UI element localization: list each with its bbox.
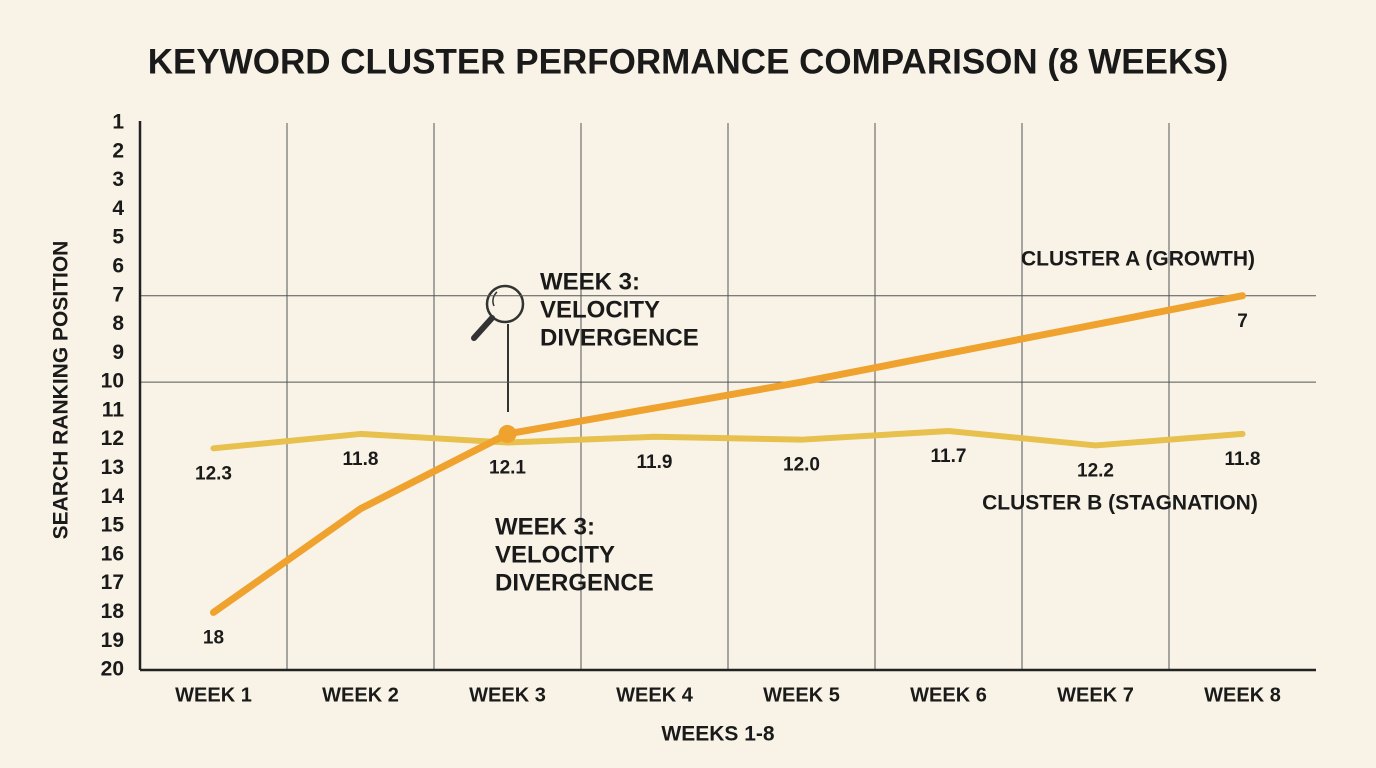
data-label: 7 (1237, 311, 1248, 332)
x-tick-label: WEEK 4 (616, 684, 694, 706)
y-tick-label: 11 (102, 398, 125, 421)
annotation: DIVERGENCE (495, 569, 654, 596)
series-label: CLUSTER B (STAGNATION) (982, 492, 1258, 515)
annotation: VELOCITY (540, 296, 660, 323)
data-label: 11.9 (637, 452, 673, 473)
data-label: 12.0 (783, 455, 820, 476)
annotation: VELOCITY (495, 541, 615, 568)
x-tick-label: WEEK 2 (322, 684, 399, 706)
y-tick-label: 12 (101, 427, 124, 450)
y-tick-label: 13 (101, 456, 124, 479)
y-tick-label: 1 (112, 111, 124, 134)
data-label: 12.1 (489, 458, 526, 479)
y-tick-label: 14 (101, 485, 125, 508)
y-tick-label: 15 (101, 514, 125, 537)
y-tick-label: 7 (112, 283, 124, 306)
y-tick-label: 6 (112, 254, 124, 277)
y-tick-label: 16 (101, 542, 124, 565)
series-label: CLUSTER A (GROWTH) (1021, 248, 1255, 271)
data-label: 11.8 (343, 449, 379, 470)
highlight-marker (498, 424, 517, 443)
annotation: WEEK 3: (540, 268, 640, 295)
y-tick-label: 18 (101, 600, 125, 623)
x-tick-label: WEEK 5 (763, 684, 840, 706)
annotation: WEEK 3: (495, 513, 595, 540)
data-label: 11.7 (931, 446, 967, 467)
y-tick-label: 9 (112, 341, 124, 364)
data-label: 18 (203, 627, 224, 648)
y-axis-label: SEARCH RANKING POSITION (50, 241, 73, 540)
y-tick-label: 10 (101, 370, 124, 393)
x-tick-label: WEEK 1 (175, 684, 252, 706)
y-tick-label: 3 (112, 168, 124, 191)
x-axis-label: WEEKS 1-8 (661, 723, 775, 746)
magnifier-icon (471, 284, 525, 412)
data-label: 12.2 (1077, 460, 1114, 481)
y-tick-label: 2 (112, 139, 124, 162)
y-tick-label: 5 (112, 226, 124, 249)
chart-title: KEYWORD CLUSTER PERFORMANCE COMPARISON (… (148, 42, 1229, 81)
series-line (210, 428, 1246, 452)
data-label: 12.3 (195, 463, 232, 484)
x-tick-label: WEEK 3 (469, 684, 546, 706)
x-tick-label: WEEK 6 (910, 684, 987, 706)
y-tick-label: 19 (101, 629, 124, 652)
y-tick-label: 17 (101, 571, 124, 594)
y-tick-label: 20 (101, 658, 124, 681)
x-tick-label: WEEK 8 (1204, 684, 1281, 706)
y-tick-label: 8 (112, 312, 124, 335)
series-line (210, 292, 1246, 616)
y-tick-label: 4 (112, 197, 124, 220)
x-tick-label: WEEK 7 (1057, 684, 1134, 706)
annotation: DIVERGENCE (540, 324, 699, 351)
data-label: 11.8 (1225, 449, 1261, 470)
